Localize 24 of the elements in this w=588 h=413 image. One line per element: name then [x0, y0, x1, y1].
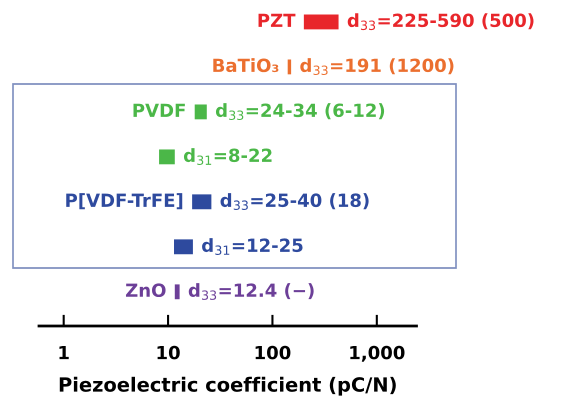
bar — [174, 239, 193, 254]
y-tick-label: ZnO — [126, 283, 166, 298]
y-tick-label: BaTiO₃ — [213, 58, 278, 72]
bar — [192, 194, 212, 210]
x-tick-label: 1 — [59, 346, 69, 360]
y-tick-label: PZT — [258, 14, 296, 27]
bar — [304, 14, 339, 30]
data-label: d$_{33}$=25-40 (18) — [220, 193, 369, 210]
bar — [194, 104, 207, 120]
x-tick-label: 1,000 — [350, 346, 405, 362]
data-label: d$_{31}$=8-22 — [184, 148, 272, 165]
data-label: d$_{33}$=191 (1200) — [300, 58, 454, 76]
data-label: d$_{33}$=225-590 (500) — [348, 13, 534, 30]
data-label: d$_{33}$=12.4 (−) — [188, 283, 314, 300]
y-tick-label: P[VDF-TrFE] — [66, 193, 182, 210]
bar — [159, 149, 175, 164]
bar — [288, 60, 292, 74]
x-axis-title: Piezoelectric coefficient (pC/N) — [60, 376, 396, 396]
bar — [174, 284, 180, 300]
x-tick-label: 10 — [158, 346, 180, 360]
data-label: d$_{31}$=12-25 — [202, 238, 303, 255]
x-tick-label: 100 — [256, 346, 290, 360]
y-tick-label: PVDF — [134, 104, 185, 117]
data-label: d$_{33}$=24-34 (6-12) — [216, 103, 384, 120]
